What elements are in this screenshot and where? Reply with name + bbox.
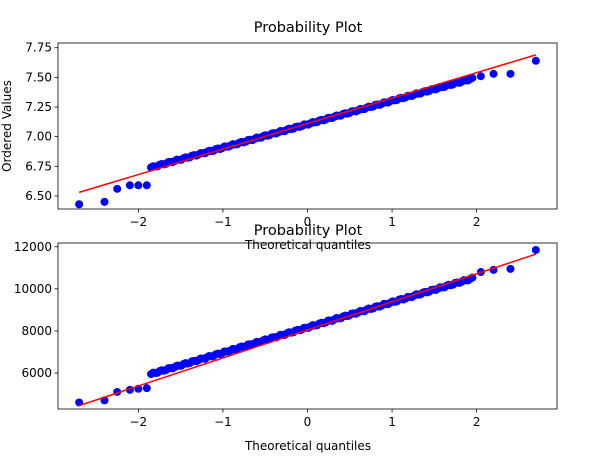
data-point xyxy=(489,69,498,78)
x-tick-label: 1 xyxy=(388,215,396,229)
data-point xyxy=(531,56,540,65)
x-tick-label: 2 xyxy=(473,215,481,229)
data-point xyxy=(142,181,151,190)
data-point xyxy=(506,69,515,78)
x-tick-label: 0 xyxy=(304,215,312,229)
x-tick-label: −1 xyxy=(214,415,232,429)
data-point xyxy=(75,200,84,209)
top-plot-marks: −2 −1 0 1 2 6.50 6.75 7.00 7.25 7.50 7.75 xyxy=(25,41,558,229)
data-point xyxy=(113,184,122,193)
y-tick-label: 7.75 xyxy=(25,41,52,55)
y-tick-label: 6.75 xyxy=(25,159,52,173)
data-point xyxy=(100,197,109,206)
x-tick-label: 1 xyxy=(388,415,396,429)
top-y-axis-label: Ordered Values xyxy=(0,80,14,172)
data-point xyxy=(125,181,134,190)
bottom-chart-title: Probability Plot xyxy=(254,223,363,239)
y-tick-label: 6.50 xyxy=(25,189,52,203)
y-tick-label: 8000 xyxy=(21,324,52,338)
data-point xyxy=(134,181,143,190)
bottom-x-axis-label: Theoretical quantiles xyxy=(244,439,371,453)
bottom-plot-marks: −2 −1 0 1 2 6000 8000 10000 12000 xyxy=(14,240,558,429)
data-point xyxy=(506,264,515,273)
x-tick-label: 2 xyxy=(473,415,481,429)
y-tick-label: 7.00 xyxy=(25,130,52,144)
data-point xyxy=(468,73,477,82)
data-point xyxy=(531,245,540,254)
data-point xyxy=(142,384,151,393)
y-tick-label: 6000 xyxy=(21,366,52,380)
top-x-axis-label: Theoretical quantiles xyxy=(244,238,371,252)
x-tick-label: −1 xyxy=(214,215,232,229)
top-subplot: Probability Plot Theoretical quantiles O… xyxy=(0,20,558,252)
x-tick-label: 0 xyxy=(304,415,312,429)
top-chart-title: Probability Plot xyxy=(254,20,363,36)
y-tick-label: 10000 xyxy=(14,282,52,296)
y-tick-label: 7.25 xyxy=(25,100,52,114)
fit-line xyxy=(78,253,537,407)
y-tick-label: 12000 xyxy=(14,240,52,254)
fit-line xyxy=(78,54,537,194)
y-tick-label: 7.50 xyxy=(25,70,52,84)
x-tick-label: −2 xyxy=(129,415,147,429)
data-point xyxy=(476,72,485,81)
bottom-subplot: Probability Plot Theoretical quantiles −… xyxy=(14,223,558,453)
x-tick-label: −2 xyxy=(129,215,147,229)
